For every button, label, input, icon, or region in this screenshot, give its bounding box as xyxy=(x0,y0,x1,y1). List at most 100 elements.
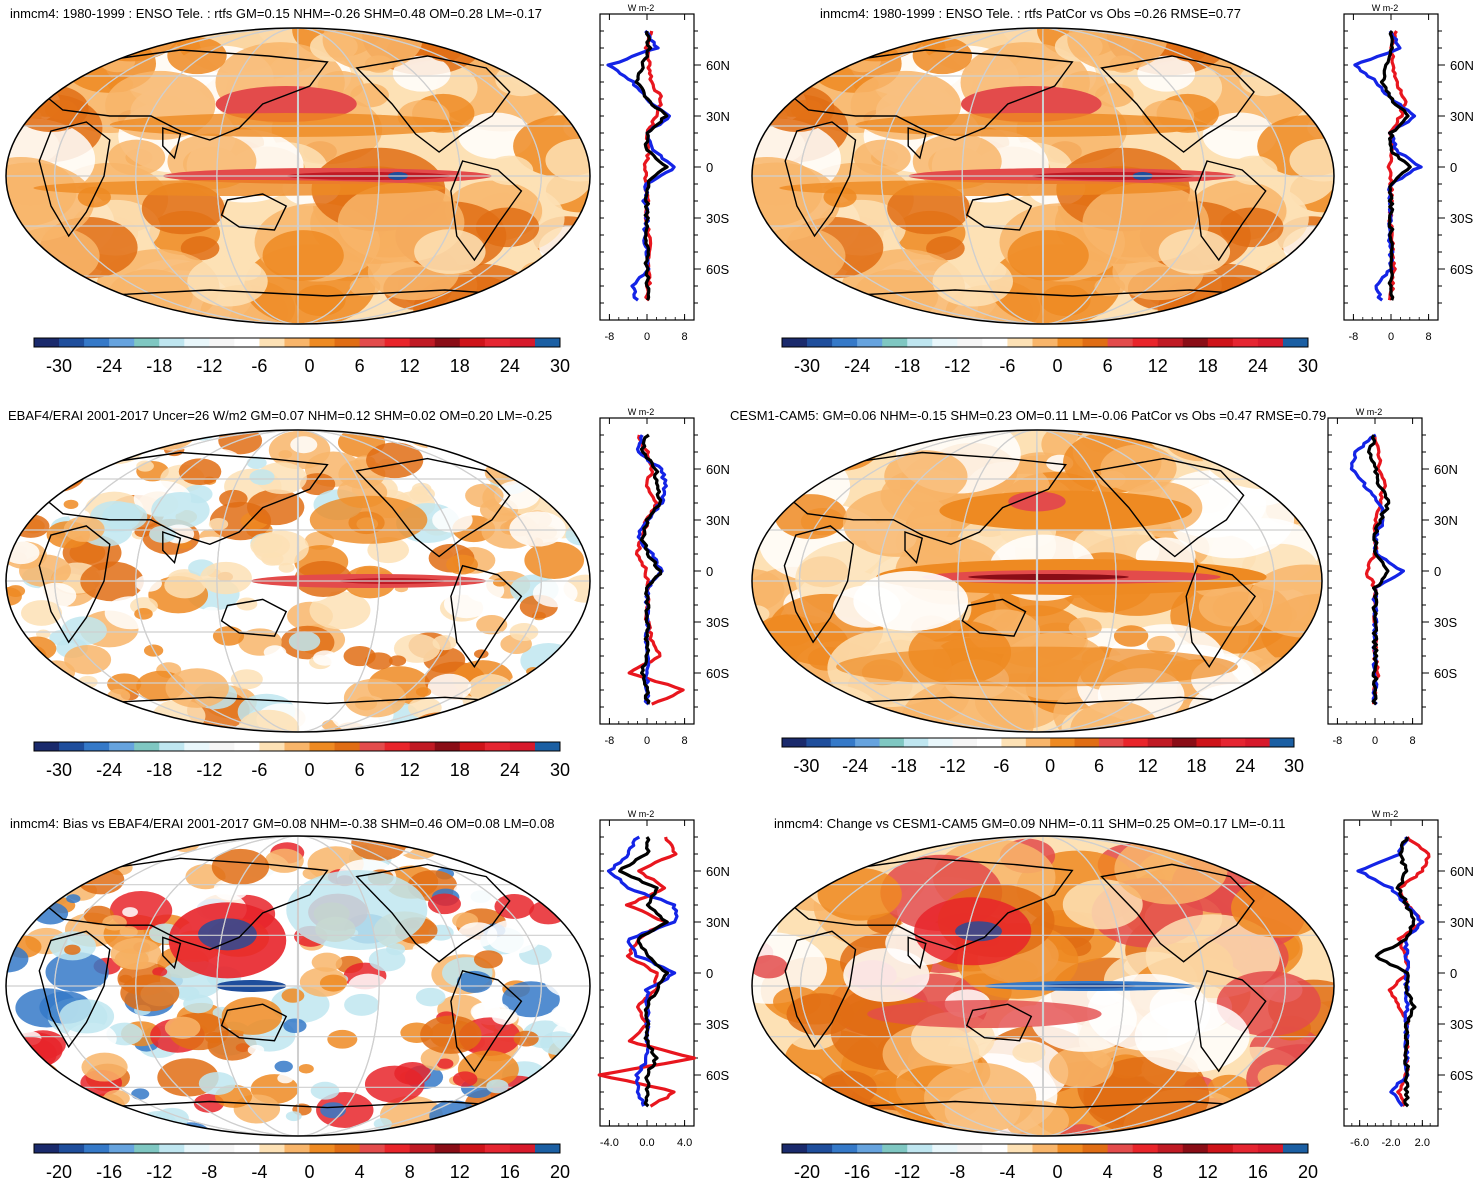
colorbar-tick-label: 12 xyxy=(400,760,420,780)
field-patch xyxy=(277,1073,294,1084)
field-patch xyxy=(6,34,57,73)
colorbar-swatch xyxy=(1007,338,1033,347)
colorbar-swatch xyxy=(459,742,486,751)
panel-ebaf4-erai: EBAF4/ERAI 2001-2017 Uncer=26 W/m2 GM=0.… xyxy=(0,404,740,796)
field-patch xyxy=(1289,138,1334,182)
field-patch xyxy=(478,836,524,861)
field-patch xyxy=(752,836,784,869)
field-patch xyxy=(283,1018,307,1034)
zonal-profile: 60N 30N 0 30S 60S W m-2 -6.0 -2.0 2.0 xyxy=(1343,809,1474,1149)
coastline xyxy=(162,127,182,160)
field-patch xyxy=(557,437,590,477)
field-patch xyxy=(486,1079,509,1094)
field-patch xyxy=(349,277,381,297)
map-robinson xyxy=(751,429,1323,733)
colorbar-tick-label: 24 xyxy=(500,356,520,376)
colorbar-swatch xyxy=(1082,338,1109,347)
colorbar-tick-label: -24 xyxy=(96,760,122,780)
colorbar-swatch xyxy=(34,1144,60,1153)
field-patch xyxy=(486,919,542,954)
colorbar-tick-label: -6 xyxy=(993,756,1009,776)
colorbar-swatch xyxy=(1057,1144,1084,1153)
profile-unit-label: W m-2 xyxy=(628,3,655,13)
colorbar-swatch xyxy=(359,742,386,751)
colorbar: -20 -16 -12 -8 -4 0 4 8 12 16 20 xyxy=(781,1143,1318,1182)
colorbar-swatch xyxy=(209,1144,235,1153)
field-patch xyxy=(344,993,380,1016)
field-patch xyxy=(545,138,590,182)
x-tick-label: 0 xyxy=(1388,331,1394,343)
colorbar-swatch xyxy=(903,738,929,747)
colorbar-swatch xyxy=(1147,738,1173,747)
colorbar-swatch xyxy=(1050,738,1076,747)
colorbar-tick-label: -8 xyxy=(201,1162,217,1182)
field-patch xyxy=(77,865,125,895)
colorbar-swatch xyxy=(209,742,235,751)
field-patch xyxy=(285,1111,302,1122)
field-patch xyxy=(1254,291,1288,313)
field-patch xyxy=(752,1046,776,1068)
field-patch xyxy=(126,838,153,855)
lat-tick-label: 0 xyxy=(706,564,713,579)
colorbar-swatch xyxy=(1025,738,1051,747)
field-patch xyxy=(19,554,71,587)
colorbar-tick-label: -20 xyxy=(794,1162,820,1182)
coastline xyxy=(450,564,523,668)
coastline xyxy=(220,598,288,637)
field-patch xyxy=(178,458,222,485)
lat-tick-label: 0 xyxy=(1450,160,1457,175)
colorbar-swatch xyxy=(977,738,1002,747)
colorbar-tick-label: -30 xyxy=(793,756,819,776)
field-patch xyxy=(785,1071,827,1097)
colorbar-swatch xyxy=(534,742,561,751)
colorbar-swatch xyxy=(932,338,958,347)
field-patch xyxy=(134,608,153,620)
field-patch xyxy=(388,655,407,667)
colorbar-tick-label: -30 xyxy=(794,356,820,376)
coastline xyxy=(38,525,111,644)
field-patch xyxy=(250,533,290,559)
field-patch xyxy=(1068,617,1102,638)
colorbar-tick-label: -18 xyxy=(894,356,920,376)
colorbar-tick-label: 24 xyxy=(1235,756,1255,776)
field-patch xyxy=(752,699,847,732)
field-patch xyxy=(164,572,206,599)
field-patch xyxy=(6,681,55,720)
field-patch xyxy=(576,1035,590,1055)
profile-line-model xyxy=(597,836,696,1108)
graticule-meridian xyxy=(216,836,380,1136)
coastline xyxy=(1100,863,1255,963)
colorbar-tick-label: -6 xyxy=(251,760,267,780)
colorbar-swatch xyxy=(534,1144,561,1153)
colorbar: -30 -24 -18 -12 -6 0 6 12 18 24 30 xyxy=(781,737,1304,776)
field-patch xyxy=(1291,49,1334,83)
field-patch xyxy=(101,836,131,855)
colorbar-swatch xyxy=(782,338,808,347)
field-patch xyxy=(102,502,148,531)
colorbar-swatch xyxy=(1123,738,1149,747)
field-patch xyxy=(752,28,790,45)
field-patch xyxy=(1243,693,1272,712)
graticule-meridian xyxy=(880,836,1206,1136)
colorbar-swatch xyxy=(1269,738,1295,747)
colorbar-tick-label: 20 xyxy=(1298,1162,1318,1182)
colorbar-swatch xyxy=(982,338,1008,347)
colorbar-swatch xyxy=(1001,738,1027,747)
lat-tick-label: 60S xyxy=(1434,666,1457,681)
coastline xyxy=(450,969,523,1073)
colorbar-swatch xyxy=(334,338,361,347)
field-patch xyxy=(527,472,545,483)
field-patch xyxy=(471,28,537,63)
lat-tick-label: 60S xyxy=(1450,1068,1473,1083)
profile-line-model xyxy=(627,434,685,706)
field-patch xyxy=(446,554,478,575)
field-patch xyxy=(1169,480,1295,559)
field-patch xyxy=(1230,155,1278,186)
x-tick-label: -4.0 xyxy=(600,1137,619,1149)
zonal-profile: 60N 30N 0 30S 60S W m-2 -8 0 8 xyxy=(599,407,730,747)
field-patch xyxy=(473,950,503,969)
profile-line-diff xyxy=(618,836,670,1108)
panel-bias: inmcm4: Bias vs EBAF4/ERAI 2001-2017 GM=… xyxy=(0,806,740,1186)
field-patch xyxy=(1100,444,1177,493)
zonal-profile: 60N 30N 0 30S 60S W m-2 -8 0 8 xyxy=(1343,3,1474,343)
